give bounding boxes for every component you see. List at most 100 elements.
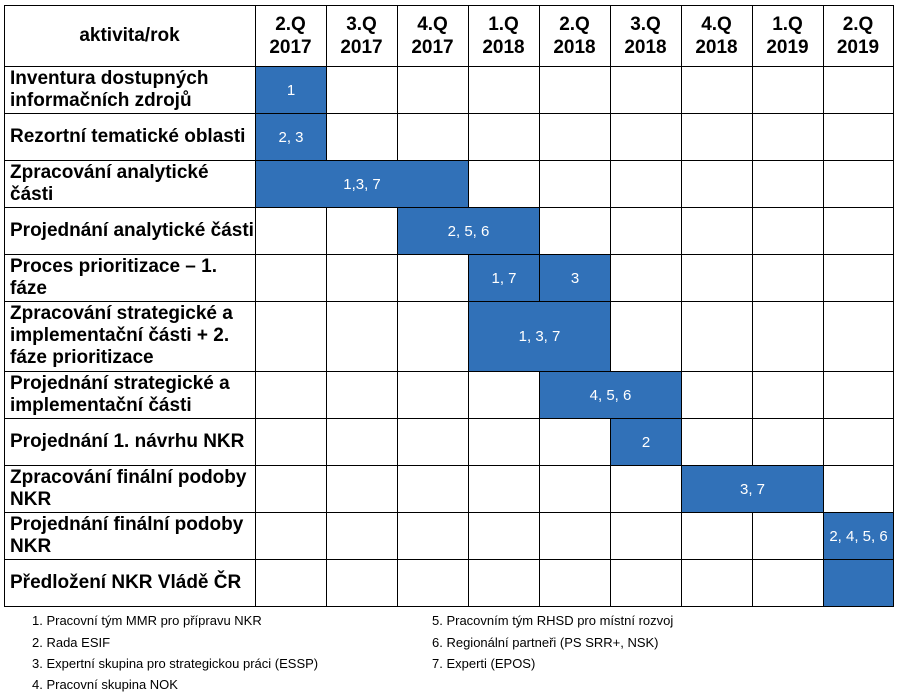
quarter-label: 2.Q bbox=[559, 13, 590, 35]
grid-line-vertical bbox=[326, 254, 327, 302]
grid-line-vertical bbox=[539, 5, 540, 67]
grid-line-vertical bbox=[255, 465, 256, 513]
quarter-label: 3.Q bbox=[346, 13, 377, 35]
quarter-header-text: 1.Q 2018 bbox=[482, 13, 524, 59]
grid-line-vertical bbox=[893, 66, 894, 114]
grid-line-vertical bbox=[539, 113, 540, 161]
quarter-label: 4.Q bbox=[701, 13, 732, 35]
grid-line-vertical bbox=[610, 512, 611, 560]
grid-line-vertical bbox=[468, 512, 469, 560]
grid-line-vertical bbox=[397, 418, 398, 466]
year-label: 2018 bbox=[624, 36, 667, 58]
gantt-table: aktivita/rok 2.Q 2017 3.Q 2017 4.Q 2017 1.Q 2018… bbox=[4, 5, 894, 607]
grid-line-vertical bbox=[255, 418, 256, 466]
gantt-bar: 3 bbox=[540, 255, 610, 301]
gantt-bar: 3, 7 bbox=[682, 466, 823, 512]
grid-line-vertical bbox=[4, 371, 5, 419]
quarter-header: 1.Q 2018 bbox=[468, 5, 539, 66]
grid-line-vertical bbox=[397, 559, 398, 607]
grid-line-vertical bbox=[893, 301, 894, 372]
gantt-bar: 2, 5, 6 bbox=[398, 208, 539, 254]
legend-item: 4. Pracovní skupina NOK bbox=[32, 677, 178, 692]
grid-line-vertical bbox=[397, 254, 398, 302]
grid-line-vertical bbox=[397, 66, 398, 114]
quarter-header: 1.Q 2019 bbox=[752, 5, 823, 66]
quarter-label: 1.Q bbox=[772, 13, 803, 35]
activity-label: Projednání finální podoby NKR bbox=[10, 513, 244, 557]
grid-line-vertical bbox=[4, 113, 5, 161]
grid-line-vertical bbox=[823, 512, 824, 560]
grid-line-vertical bbox=[681, 207, 682, 255]
grid-line-vertical bbox=[681, 371, 682, 419]
grid-line-vertical bbox=[752, 5, 753, 67]
quarter-header-text: 1.Q 2019 bbox=[766, 13, 808, 59]
quarter-header-text: 2.Q 2019 bbox=[837, 13, 879, 59]
grid-line-vertical bbox=[539, 371, 540, 419]
grid-line-vertical bbox=[397, 5, 398, 67]
grid-line-horizontal bbox=[4, 254, 894, 255]
activity-label: Rezortní tematické oblasti bbox=[10, 125, 246, 147]
grid-line-vertical bbox=[893, 113, 894, 161]
grid-line-vertical bbox=[823, 418, 824, 466]
grid-line-vertical bbox=[681, 66, 682, 114]
grid-line-vertical bbox=[255, 559, 256, 607]
grid-line-vertical bbox=[823, 301, 824, 372]
year-label: 2018 bbox=[553, 36, 596, 58]
year-label: 2018 bbox=[695, 36, 738, 58]
grid-line-vertical bbox=[4, 207, 5, 255]
grid-line-vertical bbox=[326, 5, 327, 67]
grid-line-vertical bbox=[468, 5, 469, 67]
activity-label: Inventura dostupných informačních zdrojů bbox=[10, 67, 209, 111]
gantt-bar: 2, 3 bbox=[256, 114, 326, 160]
year-label: 2018 bbox=[482, 36, 525, 58]
grid-line-vertical bbox=[468, 371, 469, 419]
quarter-label: 1.Q bbox=[488, 13, 519, 35]
grid-line-vertical bbox=[255, 113, 256, 161]
grid-line-vertical bbox=[539, 465, 540, 513]
year-label: 2017 bbox=[340, 36, 383, 58]
grid-line-vertical bbox=[610, 160, 611, 208]
grid-line-horizontal bbox=[4, 5, 894, 6]
quarter-header-text: 3.Q 2017 bbox=[340, 13, 382, 59]
grid-line-vertical bbox=[752, 207, 753, 255]
grid-line-vertical bbox=[610, 418, 611, 466]
grid-line-vertical bbox=[539, 160, 540, 208]
grid-line-vertical bbox=[823, 5, 824, 67]
grid-line-vertical bbox=[326, 465, 327, 513]
grid-line-vertical bbox=[610, 301, 611, 372]
grid-line-vertical bbox=[326, 559, 327, 607]
grid-line-vertical bbox=[539, 559, 540, 607]
grid-line-vertical bbox=[681, 418, 682, 466]
grid-line-vertical bbox=[397, 512, 398, 560]
activity-label: Zpracování analytické části bbox=[10, 161, 209, 205]
grid-line-vertical bbox=[326, 113, 327, 161]
legend-item: 7. Experti (EPOS) bbox=[432, 656, 536, 671]
grid-line-horizontal bbox=[4, 66, 894, 67]
grid-line-vertical bbox=[539, 66, 540, 114]
grid-line-vertical bbox=[752, 512, 753, 560]
year-label: 2019 bbox=[766, 36, 809, 58]
grid-line-vertical bbox=[539, 207, 540, 255]
quarter-header-text: 4.Q 2018 bbox=[695, 13, 737, 59]
activity-label: Zpracování finální podoby NKR bbox=[10, 466, 247, 510]
gantt-bar: 1,3, 7 bbox=[256, 161, 468, 207]
grid-line-vertical bbox=[681, 113, 682, 161]
gantt-bar: 1, 3, 7 bbox=[469, 302, 610, 371]
grid-line-vertical bbox=[397, 465, 398, 513]
grid-line-vertical bbox=[4, 5, 5, 67]
grid-line-vertical bbox=[468, 254, 469, 302]
grid-line-vertical bbox=[823, 160, 824, 208]
grid-line-vertical bbox=[752, 66, 753, 114]
grid-line-vertical bbox=[893, 371, 894, 419]
grid-line-vertical bbox=[823, 66, 824, 114]
grid-line-vertical bbox=[4, 418, 5, 466]
grid-line-vertical bbox=[397, 301, 398, 372]
grid-line-vertical bbox=[468, 113, 469, 161]
grid-line-vertical bbox=[752, 160, 753, 208]
gantt-bar: 1, 7 bbox=[469, 255, 539, 301]
grid-line-vertical bbox=[752, 371, 753, 419]
grid-line-horizontal bbox=[4, 371, 894, 372]
grid-line-vertical bbox=[326, 301, 327, 372]
grid-line-horizontal bbox=[4, 301, 894, 302]
grid-line-vertical bbox=[610, 465, 611, 513]
